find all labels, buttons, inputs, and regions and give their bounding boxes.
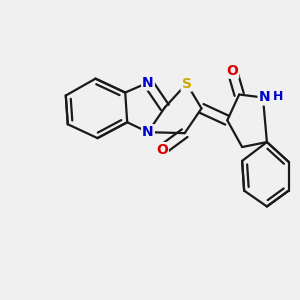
Text: N: N: [142, 125, 154, 139]
Text: N: N: [142, 76, 154, 90]
Text: N: N: [259, 91, 270, 104]
Text: S: S: [182, 76, 192, 91]
Text: O: O: [226, 64, 238, 78]
Text: O: O: [156, 143, 168, 157]
Text: H: H: [273, 89, 284, 103]
